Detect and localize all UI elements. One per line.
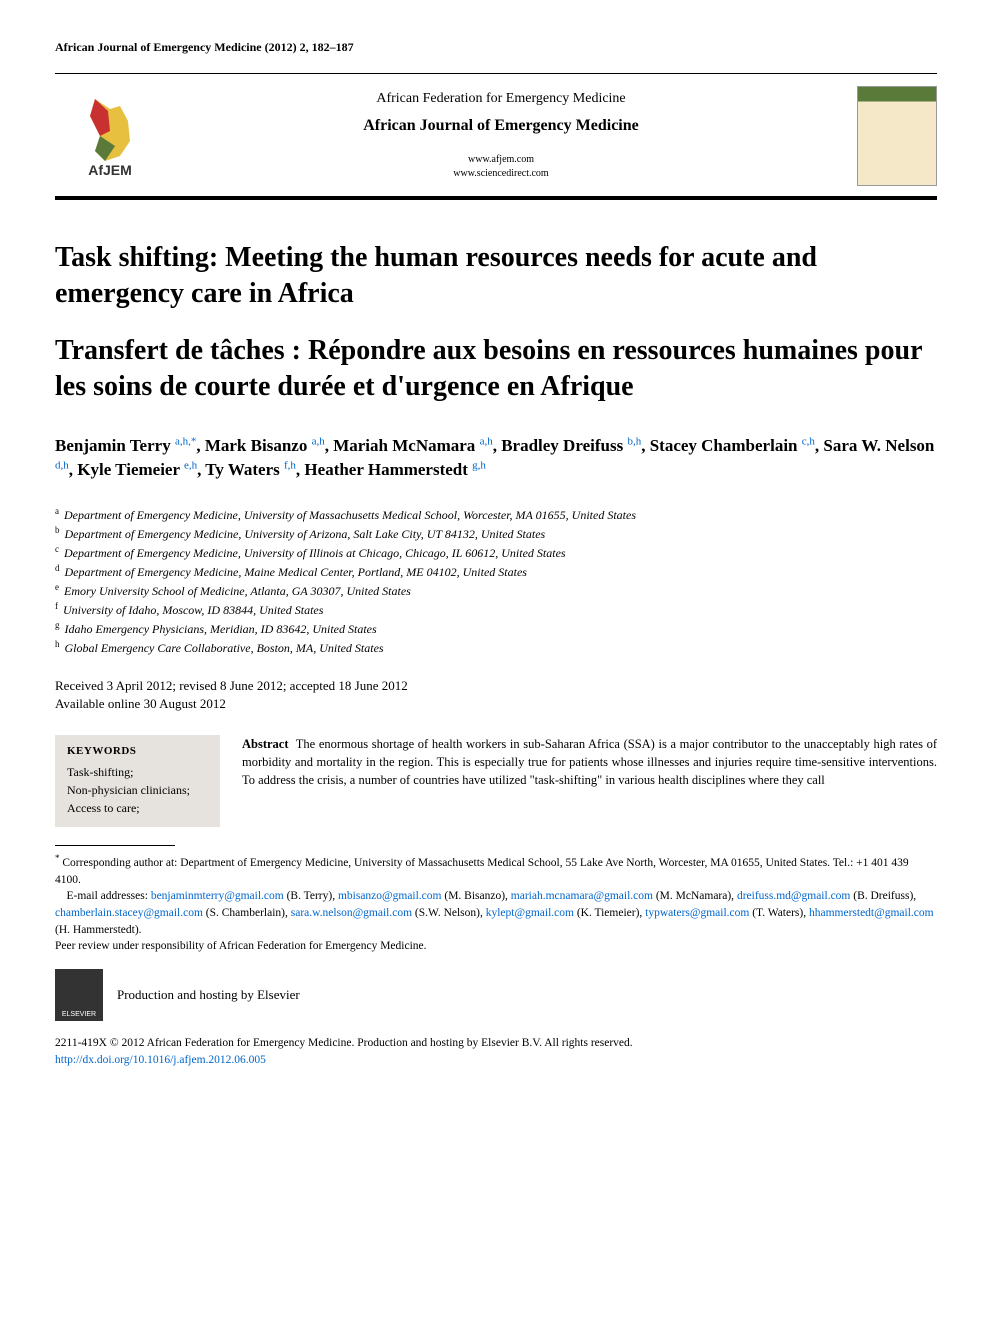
authors-list: Benjamin Terry a,h,*, Mark Bisanzo a,h, … — [55, 434, 937, 483]
footnotes: * Corresponding author at: Department of… — [55, 852, 937, 955]
citation-header: African Journal of Emergency Medicine (2… — [55, 40, 937, 55]
affiliation-ref[interactable]: b,h — [627, 435, 641, 447]
emails-label: E-mail addresses: — [67, 890, 148, 902]
abstract-body: The enormous shortage of health workers … — [242, 737, 937, 787]
affiliation-item: a Department of Emergency Medicine, Univ… — [55, 505, 937, 524]
author: Ty Waters f,h — [205, 460, 296, 479]
affiliation-item: c Department of Emergency Medicine, Univ… — [55, 543, 937, 562]
author: Bradley Dreifuss b,h — [501, 436, 641, 455]
author-email[interactable]: mariah.mcnamara@gmail.com — [511, 890, 653, 902]
email-addresses: E-mail addresses: benjaminmterry@gmail.c… — [55, 888, 937, 938]
affiliation-item: f University of Idaho, Moscow, ID 83844,… — [55, 600, 937, 619]
link-afjem[interactable]: www.afjem.com — [165, 153, 837, 167]
banner-center: African Federation for Emergency Medicin… — [165, 91, 837, 181]
journal-name: African Journal of Emergency Medicine — [165, 117, 837, 135]
keyword-item: Access to care; — [67, 799, 208, 817]
keyword-item: Task-shifting; — [67, 763, 208, 781]
affiliation-ref[interactable]: e,h — [184, 460, 197, 472]
dates-received: Received 3 April 2012; revised 8 June 20… — [55, 677, 937, 695]
afjem-logo: AfJEM — [55, 91, 165, 181]
affiliation-item: h Global Emergency Care Collaborative, B… — [55, 638, 937, 657]
author-email[interactable]: kylept@gmail.com — [486, 907, 574, 919]
affiliation-ref[interactable]: a,h — [312, 435, 325, 447]
affiliation-item: d Department of Emergency Medicine, Main… — [55, 562, 937, 581]
elsevier-logo: ELSEVIER — [55, 969, 103, 1021]
svg-text:AfJEM: AfJEM — [88, 162, 132, 178]
affiliation-ref[interactable]: c,h — [802, 435, 815, 447]
author: Stacey Chamberlain c,h — [650, 436, 815, 455]
keyword-item: Non-physician clinicians; — [67, 781, 208, 799]
author-email[interactable]: mbisanzo@gmail.com — [338, 890, 442, 902]
affiliations-list: a Department of Emergency Medicine, Univ… — [55, 505, 937, 657]
affiliation-ref[interactable]: d,h — [55, 460, 69, 472]
author-email[interactable]: chamberlain.stacey@gmail.com — [55, 907, 203, 919]
affiliation-ref[interactable]: a,h — [480, 435, 493, 447]
abstract-label: Abstract — [242, 737, 289, 751]
federation-name: African Federation for Emergency Medicin… — [165, 91, 837, 107]
affiliation-ref[interactable]: f,h — [284, 460, 296, 472]
affiliation-item: g Idaho Emergency Physicians, Meridian, … — [55, 619, 937, 638]
affiliation-item: b Department of Emergency Medicine, Univ… — [55, 524, 937, 543]
peer-review-note: Peer review under responsibility of Afri… — [55, 938, 937, 955]
author: Mark Bisanzo a,h — [205, 436, 325, 455]
author-email[interactable]: dreifuss.md@gmail.com — [737, 890, 850, 902]
abstract-text: Abstract The enormous shortage of health… — [242, 735, 937, 827]
article-title-english: Task shifting: Meeting the human resourc… — [55, 240, 937, 313]
journal-links: www.afjem.com www.sciencedirect.com — [165, 153, 837, 181]
copyright-issn: 2211-419X © 2012 African Federation for … — [55, 1035, 937, 1052]
affiliation-ref[interactable]: g,h — [472, 460, 486, 472]
footnote-rule — [55, 845, 175, 846]
author-email[interactable]: hhammerstedt@gmail.com — [809, 907, 934, 919]
elsevier-row: ELSEVIER Production and hosting by Elsev… — [55, 969, 937, 1021]
affiliation-item: e Emory University School of Medicine, A… — [55, 581, 937, 600]
corresponding-author: * Corresponding author at: Department of… — [55, 852, 937, 888]
article-dates: Received 3 April 2012; revised 8 June 20… — [55, 677, 937, 713]
author-email[interactable]: sara.w.nelson@gmail.com — [291, 907, 412, 919]
dates-online: Available online 30 August 2012 — [55, 695, 937, 713]
doi-link[interactable]: http://dx.doi.org/10.1016/j.afjem.2012.0… — [55, 1054, 266, 1066]
author-email[interactable]: typwaters@gmail.com — [645, 907, 749, 919]
affiliation-ref[interactable]: a,h,* — [175, 435, 196, 447]
abstract-section: KEYWORDS Task-shifting;Non-physician cli… — [55, 735, 937, 827]
hosting-text: Production and hosting by Elsevier — [117, 987, 300, 1003]
keywords-title: KEYWORDS — [67, 745, 208, 757]
copyright-block: 2211-419X © 2012 African Federation for … — [55, 1035, 937, 1070]
author: Mariah McNamara a,h — [333, 436, 492, 455]
author-email[interactable]: benjaminmterry@gmail.com — [151, 890, 284, 902]
author: Benjamin Terry a,h,* — [55, 436, 196, 455]
article-title-french: Transfert de tâches : Répondre aux besoi… — [55, 333, 937, 406]
journal-cover-thumb — [837, 86, 937, 186]
author: Heather Hammerstedt g,h — [304, 460, 486, 479]
keywords-list: Task-shifting;Non-physician clinicians;A… — [67, 763, 208, 817]
link-sciencedirect[interactable]: www.sciencedirect.com — [165, 167, 837, 181]
keywords-box: KEYWORDS Task-shifting;Non-physician cli… — [55, 735, 220, 827]
journal-banner: AfJEM African Federation for Emergency M… — [55, 73, 937, 200]
author: Kyle Tiemeier e,h — [77, 460, 197, 479]
